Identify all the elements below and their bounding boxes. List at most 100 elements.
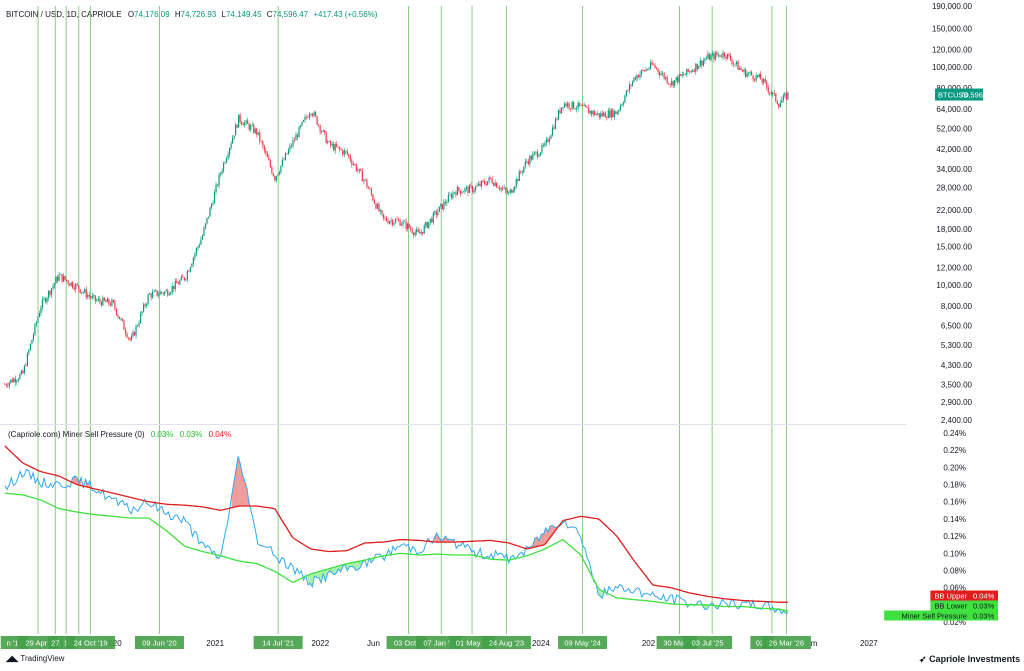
price-tick-label: 2,400.00 — [941, 416, 973, 425]
candle — [91, 292, 93, 300]
candle — [609, 107, 611, 119]
candle — [165, 288, 167, 292]
candle — [666, 75, 668, 85]
candle — [490, 177, 492, 180]
candle — [506, 187, 508, 195]
candle — [112, 299, 115, 304]
candle — [322, 129, 324, 133]
candle — [397, 217, 400, 223]
indicator-value-badge: BB Upper 0.04% — [930, 590, 998, 601]
candle — [396, 216, 398, 221]
candle — [58, 271, 60, 282]
candle — [542, 142, 545, 148]
candle — [29, 343, 32, 351]
candle — [411, 226, 413, 235]
candle — [738, 66, 741, 70]
svg-text:0.03%: 0.03% — [973, 602, 995, 611]
candle — [566, 101, 569, 109]
candle — [758, 73, 760, 79]
candle — [14, 375, 16, 386]
lower-fill — [353, 561, 356, 571]
candle — [82, 290, 84, 294]
indicator-tick-label: 0.20% — [943, 463, 966, 472]
candle — [410, 225, 412, 232]
chart-header: BITCOIN / USD, 1D, CAPRIOLE O74,176.09 H… — [6, 10, 378, 19]
candle — [743, 67, 745, 75]
candle — [586, 106, 588, 109]
capriole-brand: ➶ Capriole Investments — [919, 654, 1020, 665]
candle — [266, 151, 268, 158]
candle — [345, 150, 347, 155]
candle — [488, 175, 490, 184]
candle — [32, 332, 35, 343]
candle — [17, 377, 19, 383]
candle — [16, 379, 18, 386]
candle — [354, 163, 356, 167]
candle — [227, 151, 229, 161]
candle — [381, 209, 383, 217]
price-tick-label: 18,000.00 — [936, 225, 972, 234]
candle — [693, 68, 695, 73]
candle — [304, 114, 306, 123]
candle — [763, 78, 765, 86]
price-tick-label: 15,000.00 — [936, 242, 972, 251]
candle — [390, 217, 392, 225]
candle — [28, 348, 30, 356]
candle — [483, 178, 486, 186]
candle — [331, 141, 333, 148]
candle — [438, 206, 440, 212]
indicator-tick-label: 0.02% — [943, 618, 966, 627]
candle — [336, 141, 338, 148]
candle — [31, 339, 33, 344]
candle — [168, 292, 170, 296]
candle — [147, 292, 149, 306]
candle — [627, 89, 629, 93]
candle — [87, 292, 89, 300]
candle — [429, 218, 431, 226]
candle — [588, 104, 590, 114]
price-tick-label: 42,000.00 — [936, 145, 972, 154]
candle — [144, 302, 146, 308]
candle — [66, 279, 68, 282]
candle — [503, 184, 505, 190]
candle — [316, 115, 318, 126]
candle — [577, 100, 579, 112]
candle — [44, 297, 47, 304]
candle — [55, 276, 57, 284]
candle — [192, 256, 194, 267]
candle — [296, 132, 299, 141]
candle — [404, 219, 406, 222]
candle — [179, 279, 181, 286]
candle — [198, 242, 201, 249]
candle — [269, 158, 271, 168]
candle — [286, 153, 288, 155]
candle — [428, 222, 430, 230]
candle — [737, 59, 739, 70]
candle — [405, 218, 407, 232]
candle — [598, 113, 600, 120]
candle — [369, 186, 371, 191]
candle — [554, 116, 557, 130]
candle — [741, 69, 744, 73]
price-tick-label: 12,000.00 — [936, 264, 972, 273]
candle — [749, 70, 751, 77]
candle — [684, 73, 686, 76]
candle — [106, 297, 108, 303]
candle — [195, 247, 198, 257]
candle — [551, 124, 554, 137]
candle — [238, 114, 240, 128]
candle — [459, 190, 462, 197]
candle — [683, 71, 685, 77]
lower-fill — [307, 574, 311, 585]
candle — [108, 298, 110, 307]
candle — [203, 225, 205, 237]
candle — [563, 102, 566, 109]
candle — [544, 141, 546, 148]
svg-text:0.03%: 0.03% — [973, 612, 995, 621]
candle — [201, 234, 204, 241]
candle — [265, 148, 267, 156]
event-lines — [37, 6, 787, 634]
candle — [247, 118, 249, 124]
candle — [161, 291, 163, 295]
